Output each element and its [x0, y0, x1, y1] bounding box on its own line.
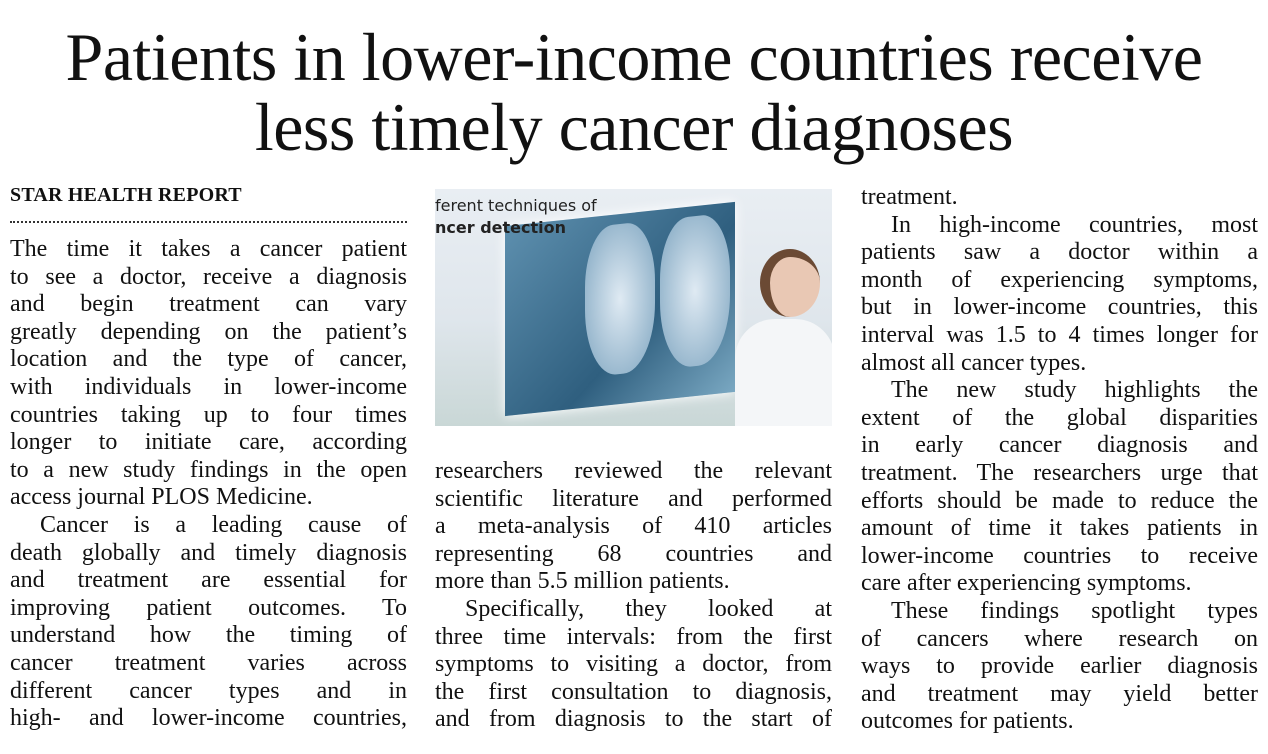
text-line: lower-income countries to receive	[861, 542, 1258, 569]
headline: Patients in lower-income countries recei…	[0, 22, 1268, 162]
text-line: but in lower-income countries, this	[861, 294, 1258, 321]
text-line: to see a doctor, receive a diagnosis	[10, 263, 407, 290]
text-line: three time intervals: from the first	[435, 623, 832, 650]
text-line: longer to initiate care, according	[10, 429, 407, 456]
text-line: researchers reviewed the relevant	[435, 458, 832, 484]
doctor-figure	[735, 249, 832, 426]
text-line: efforts should be made to reduce the	[861, 487, 1258, 514]
text-line: greatly depending on the patient’s	[10, 318, 407, 345]
article-column-1: The time it takes a cancer patient to see…	[10, 236, 407, 733]
text-line: month of experiencing symptoms,	[861, 266, 1258, 293]
article-column-3: treatment. In high-income countries, most…	[861, 184, 1258, 736]
text-line: cancer treatment varies across	[10, 649, 407, 676]
text-line: ways to provide earlier diagnosis	[861, 653, 1258, 680]
text-line: treatment. The researchers urge that	[861, 459, 1258, 486]
text-line: a meta-analysis of 410 articles	[435, 513, 832, 540]
article-column-2: researchers reviewed the relevant scienti…	[435, 458, 832, 734]
text-line: high- and lower-income countries,	[10, 705, 407, 732]
text-line: and from diagnosis to the start of	[435, 706, 832, 733]
photo-caption-line: ncer detection	[435, 218, 566, 237]
text-line: scientific literature and performed	[435, 485, 832, 512]
text-line: The new study highlights the	[891, 377, 1258, 404]
headline-line: less timely cancer diagnoses	[254, 89, 1014, 165]
text-line: In high-income countries, most	[891, 211, 1258, 238]
text-line: and treatment may yield better	[861, 680, 1258, 707]
text-line: understand how the timing of	[10, 622, 407, 649]
text-line: amount of time it takes patients in	[861, 515, 1258, 542]
text-line: representing 68 countries and	[435, 540, 832, 567]
text-line: to a new study findings in the open	[10, 456, 407, 483]
text-line: and treatment are essential for	[10, 567, 407, 594]
text-line: location and the type of cancer,	[10, 346, 407, 373]
photo-caption-line: ferent techniques of	[435, 196, 597, 215]
text-line: patients saw a doctor within a	[861, 239, 1258, 266]
headline-line: Patients in lower-income countries recei…	[65, 19, 1204, 95]
text-line: in early cancer diagnosis and	[861, 432, 1258, 459]
text-line: Specifically, they looked at	[465, 595, 832, 622]
text-line: of cancers where research on	[861, 625, 1258, 652]
text-line: improving patient outcomes. To	[10, 594, 407, 621]
text-line: almost all cancer types.	[861, 349, 1087, 376]
dotted-divider	[10, 221, 407, 223]
text-line: and begin treatment can vary	[10, 291, 407, 318]
text-line: Cancer is a leading cause of	[40, 511, 407, 538]
text-line: care after experiencing symptoms.	[861, 570, 1192, 597]
photo-caption: ferent techniques of ncer detection	[435, 195, 597, 239]
text-line: These findings spotlight types	[891, 597, 1258, 624]
section-kicker: STAR HEALTH REPORT	[10, 184, 242, 206]
text-line: interval was 1.5 to 4 times longer for	[861, 321, 1258, 348]
text-line: access journal PLOS Medicine.	[10, 484, 313, 511]
text-line: symptoms to visiting a doctor, from	[435, 651, 832, 678]
text-line: death globally and timely diagnosis	[10, 539, 407, 566]
text-line: treatment.	[861, 184, 958, 210]
article-photo: ferent techniques of ncer detection	[435, 189, 832, 426]
text-line: more than 5.5 million patients.	[435, 568, 730, 595]
text-line: the first consultation to diagnosis,	[435, 678, 832, 705]
text-line: different cancer types and in	[10, 677, 407, 704]
text-line: countries taking up to four times	[10, 401, 407, 428]
text-line: The time it takes a cancer patient	[10, 236, 407, 262]
text-line: extent of the global disparities	[861, 404, 1258, 431]
text-line: with individuals in lower-income	[10, 373, 407, 400]
text-line: outcomes for patients.	[861, 708, 1074, 735]
